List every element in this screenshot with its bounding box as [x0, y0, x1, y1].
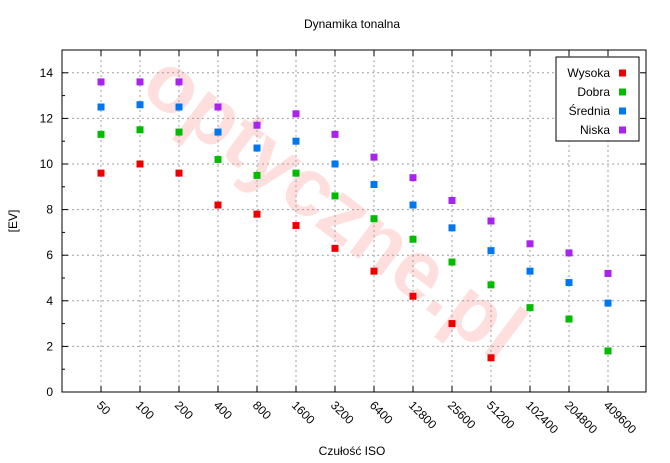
y-tick-label: 4: [46, 294, 53, 308]
point-wysoka: [175, 169, 183, 177]
point-wysoka: [370, 267, 378, 275]
legend-marker: [619, 88, 626, 96]
x-tick-label: 400: [211, 398, 235, 422]
point-dobra: [331, 192, 339, 200]
y-tick-label: 12: [40, 111, 54, 125]
point-średnia: [370, 181, 378, 189]
point-średnia: [292, 137, 300, 145]
x-axis-label: Czułość ISO: [319, 444, 386, 458]
point-dobra: [253, 171, 261, 179]
point-średnia: [448, 224, 456, 232]
chart-title: Dynamika tonalna: [304, 17, 400, 31]
point-średnia: [604, 299, 612, 307]
x-tick-label: 1600: [289, 398, 318, 427]
grid: [62, 50, 646, 392]
point-niska: [604, 269, 612, 277]
x-tick-label: 102400: [523, 398, 561, 436]
point-wysoka: [331, 244, 339, 252]
point-niska: [565, 249, 573, 257]
x-tick-label: 200: [172, 398, 196, 422]
point-niska: [448, 196, 456, 204]
y-tick-label: 10: [40, 157, 54, 171]
y-tick-label: 14: [40, 66, 54, 80]
point-dobra: [526, 304, 534, 312]
legend-label: Średnia: [569, 103, 611, 118]
legend-marker: [619, 126, 626, 134]
point-średnia: [526, 267, 534, 275]
point-średnia: [97, 103, 105, 111]
point-wysoka: [409, 292, 417, 300]
legend-label: Wysoka: [567, 66, 610, 80]
x-tick-label: 409600: [601, 398, 639, 436]
point-dobra: [604, 347, 612, 355]
x-tick-label: 25600: [445, 398, 479, 432]
x-tick-label: 12800: [406, 398, 440, 432]
point-niska: [487, 217, 495, 225]
point-niska: [370, 153, 378, 161]
point-dobra: [214, 155, 222, 163]
point-dobra: [292, 169, 300, 177]
point-średnia: [565, 279, 573, 287]
point-niska: [214, 103, 222, 111]
legend: Wysoka Dobra Średnia Niska: [555, 56, 640, 142]
legend-marker: [619, 69, 626, 77]
x-tick-label: 50: [94, 398, 114, 418]
point-dobra: [175, 128, 183, 136]
point-średnia: [487, 247, 495, 255]
y-axis: 0 2 4 6 8 10 12 14: [40, 66, 646, 399]
legend-label: Niska: [580, 123, 610, 137]
y-tick-label: 0: [46, 385, 53, 399]
x-tick-label: 51200: [484, 398, 518, 432]
point-dobra: [409, 235, 417, 243]
point-średnia: [136, 101, 144, 109]
x-tick-label: 6400: [367, 398, 396, 427]
point-wysoka: [448, 320, 456, 328]
point-niska: [331, 130, 339, 138]
point-wysoka: [214, 201, 222, 209]
legend-label: Dobra: [577, 85, 610, 99]
point-dobra: [136, 126, 144, 134]
point-średnia: [253, 144, 261, 152]
point-niska: [136, 78, 144, 86]
point-średnia: [409, 201, 417, 209]
y-tick-label: 2: [46, 339, 53, 353]
point-wysoka: [292, 222, 300, 230]
point-niska: [292, 110, 300, 118]
legend-marker: [619, 107, 626, 115]
point-dobra: [97, 130, 105, 138]
x-tick-label: 3200: [328, 398, 357, 427]
plot-frame: [61, 49, 647, 393]
point-wysoka: [97, 169, 105, 177]
point-wysoka: [136, 160, 144, 168]
y-tick-label: 6: [46, 248, 53, 262]
point-niska: [526, 240, 534, 248]
point-średnia: [331, 160, 339, 168]
point-wysoka: [253, 210, 261, 218]
point-niska: [175, 78, 183, 86]
point-niska: [409, 174, 417, 182]
point-dobra: [487, 281, 495, 289]
point-średnia: [175, 103, 183, 111]
point-dobra: [448, 258, 456, 266]
point-niska: [97, 78, 105, 86]
point-średnia: [214, 128, 222, 136]
point-wysoka: [487, 354, 495, 362]
y-axis-label: [EV]: [6, 210, 20, 233]
data-points: [97, 78, 612, 362]
x-tick-label: 100: [133, 398, 157, 422]
point-niska: [253, 121, 261, 129]
x-tick-label: 204800: [562, 398, 600, 436]
x-tick-label: 800: [250, 398, 274, 422]
y-tick-label: 8: [46, 203, 53, 217]
point-dobra: [565, 315, 573, 323]
point-dobra: [370, 215, 378, 223]
